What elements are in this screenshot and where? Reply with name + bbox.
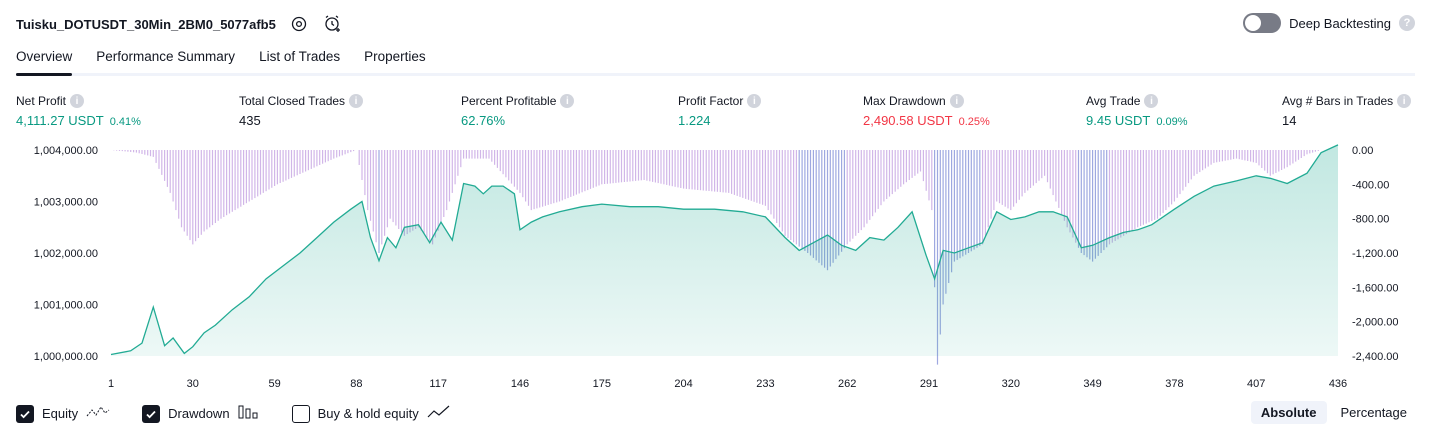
x-tick-label: 117	[429, 378, 447, 390]
equity-drawdown-chart[interactable]: 1,004,000.00 1,003,000.00 1,002,000.00 1,00…	[0, 140, 1431, 394]
x-tick-label: 378	[1165, 378, 1183, 390]
info-icon[interactable]: i	[1397, 94, 1412, 108]
x-tick-label: 407	[1247, 378, 1265, 390]
absolute-button[interactable]: Absolute	[1250, 401, 1327, 424]
x-tick-label: 88	[350, 378, 362, 390]
info-icon[interactable]: i	[949, 94, 964, 108]
legend-label: Drawdown	[168, 406, 230, 421]
deep-backtesting-toggle[interactable]	[1243, 13, 1282, 33]
right-axis: 0.00 -400.00 -800.00 -1,200.00 -1,600.00 -2,0…	[1352, 145, 1398, 363]
equity-line	[110, 144, 1339, 356]
metric-value: 14	[1282, 113, 1297, 128]
equity-line-icon	[86, 404, 110, 423]
buy-hold-line-icon	[427, 404, 451, 423]
tab-overview[interactable]: Overview	[16, 44, 73, 76]
legend-buy-hold[interactable]: Buy & hold equity	[291, 404, 451, 423]
legend-drawdown[interactable]: Drawdown	[142, 404, 259, 423]
left-tick-label: 1,001,000.00	[34, 300, 98, 312]
right-tick-label: -800.00	[1352, 214, 1389, 226]
right-tick-label: -2,000.00	[1352, 317, 1398, 329]
metric-label: Avg # Bars in Trades	[1282, 94, 1394, 108]
left-tick-label: 1,002,000.00	[34, 248, 98, 260]
metric-total-closed-trades: Total Closed Trades i 435	[239, 93, 364, 128]
tab-list-of-trades[interactable]: List of Trades	[259, 49, 341, 64]
x-tick-label: 291	[920, 378, 938, 390]
deep-backtesting-label: Deep Backtesting	[1289, 15, 1391, 31]
info-icon[interactable]: i	[747, 94, 762, 108]
legend-equity[interactable]: Equity	[16, 404, 110, 423]
drawdown-checkbox[interactable]	[142, 404, 161, 423]
tab-properties[interactable]: Properties	[364, 49, 426, 64]
scale-toggle: Absolute Percentage	[1250, 401, 1417, 424]
metric-percent: 0.25%	[958, 116, 990, 128]
deep-backtesting: Deep Backtesting ?	[1243, 13, 1415, 33]
metric-value: 9.45 USDT	[1086, 113, 1151, 128]
right-tick-label: -1,200.00	[1352, 248, 1398, 260]
right-tick-label: -2,400.00	[1352, 351, 1398, 363]
buy-hold-checkbox[interactable]	[291, 404, 310, 423]
info-icon[interactable]: i	[560, 94, 575, 108]
legend-label: Buy & hold equity	[317, 406, 419, 421]
info-icon[interactable]: i	[1144, 94, 1159, 108]
metric-avg-bars-in-trades: Avg # Bars in Trades i 14	[1282, 93, 1412, 128]
tab-bar: Overview Performance Summary List of Tra…	[16, 44, 1415, 76]
x-axis: 1 30 59 88 117 146 175 204 233 262 291 320 349 378 407…	[108, 378, 1347, 390]
metric-value: 4,111.27 USDT	[16, 113, 104, 128]
left-tick-label: 1,000,000.00	[34, 351, 98, 363]
chart-legend: Equity Drawdown Buy & hold equity	[16, 404, 483, 423]
metric-percent-profitable: Percent Profitable i 62.76%	[461, 93, 575, 128]
x-tick-label: 30	[187, 378, 199, 390]
x-tick-label: 349	[1083, 378, 1101, 390]
equity-checkbox[interactable]	[16, 404, 34, 423]
equity-area	[111, 144, 1338, 356]
x-tick-label: 262	[838, 378, 856, 390]
metric-label: Total Closed Trades	[239, 94, 346, 108]
x-tick-label: 233	[756, 378, 774, 390]
metric-value: 1.224	[678, 113, 711, 128]
strategy-title: Tuisku_DOTUSDT_30Min_2BM0_5077afb5	[16, 16, 276, 32]
metric-label: Percent Profitable	[461, 94, 557, 108]
tab-performance-summary[interactable]: Performance Summary	[96, 49, 236, 64]
left-tick-label: 1,004,000.00	[34, 145, 98, 157]
info-icon[interactable]: i	[349, 94, 364, 108]
metric-value: 2,490.58 USDT	[863, 113, 953, 128]
x-tick-label: 175	[593, 378, 611, 390]
metric-avg-trade: Avg Trade i 9.45 USDT 0.09%	[1086, 93, 1188, 128]
metric-percent: 0.09%	[1156, 116, 1188, 128]
left-tick-label: 1,003,000.00	[34, 197, 98, 209]
metric-profit-factor: Profit Factor i 1.224	[678, 93, 762, 128]
metric-percent: 0.41%	[109, 116, 141, 128]
info-icon[interactable]: i	[70, 94, 85, 108]
add-alert-icon[interactable]	[322, 13, 344, 35]
metric-max-drawdown: Max Drawdown i 2,490.58 USDT 0.25%	[863, 93, 990, 128]
legend-label: Equity	[42, 406, 79, 421]
metric-label: Avg Trade	[1086, 94, 1141, 108]
x-tick-label: 1	[108, 378, 114, 390]
help-icon[interactable]: ?	[1399, 15, 1415, 31]
drawdown-bars-icon	[238, 404, 260, 423]
right-tick-label: -1,600.00	[1352, 282, 1398, 294]
metric-label: Profit Factor	[678, 94, 744, 108]
strategy-header: Tuisku_DOTUSDT_30Min_2BM0_5077afb5	[16, 12, 344, 36]
x-tick-label: 59	[268, 378, 280, 390]
metric-label: Max Drawdown	[863, 94, 946, 108]
x-tick-label: 436	[1329, 378, 1347, 390]
x-tick-label: 204	[674, 378, 692, 390]
metric-net-profit: Net Profit i 4,111.27 USDT 0.41%	[16, 93, 141, 128]
x-tick-label: 146	[511, 378, 529, 390]
right-tick-label: -400.00	[1352, 179, 1389, 191]
x-tick-label: 320	[1002, 378, 1020, 390]
metric-value: 435	[239, 113, 261, 128]
settings-icon[interactable]	[288, 13, 310, 35]
metric-value: 62.76%	[461, 113, 506, 128]
left-axis: 1,004,000.00 1,003,000.00 1,002,000.00 1,00…	[34, 145, 98, 363]
right-tick-label: 0.00	[1352, 145, 1373, 157]
percentage-button[interactable]: Percentage	[1340, 405, 1408, 420]
metric-label: Net Profit	[16, 94, 67, 108]
